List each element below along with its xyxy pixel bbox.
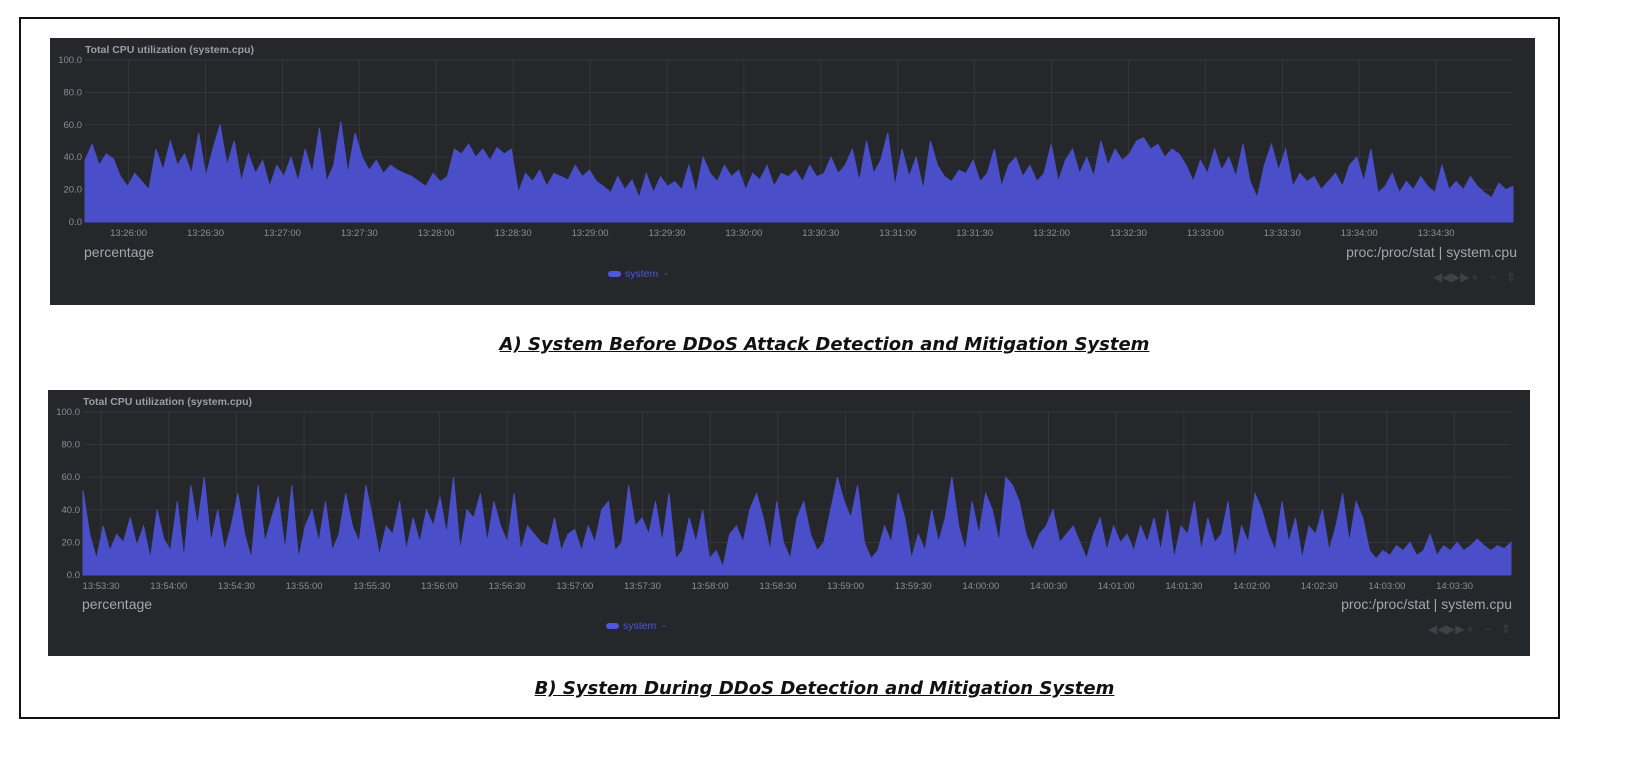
x-tick-label: 14:03:00 <box>1368 581 1405 592</box>
x-tick-label: 13:55:30 <box>353 581 390 592</box>
x-tick-label: 13:53:30 <box>83 581 120 592</box>
legend-value-dash: - <box>662 620 666 632</box>
chart-controls: ◀◀ ▶▶ + − ⇕ <box>1428 622 1512 636</box>
series-area-system[interactable] <box>82 475 1512 576</box>
fast-forward-icon[interactable]: ▶▶ <box>1446 622 1465 636</box>
y-tick-label: 20.0 <box>64 185 83 196</box>
chart-units-label: percentage <box>84 244 155 260</box>
legend-value-dash: - <box>664 268 668 280</box>
zoom-in-icon[interactable]: + <box>1471 270 1479 284</box>
x-tick-label: 13:26:30 <box>187 228 224 239</box>
y-tick-label: 100.0 <box>56 407 80 418</box>
legend-series-label: system <box>623 620 657 632</box>
x-tick-label: 13:32:00 <box>1033 228 1070 239</box>
x-tick-label: 13:31:00 <box>879 228 916 239</box>
x-tick-label: 13:54:30 <box>218 581 255 592</box>
x-tick-label: 13:33:00 <box>1187 228 1224 239</box>
x-tick-label: 14:00:00 <box>962 581 999 592</box>
cpu-chart-panel-a: 100.0 80.0 60.0 40.0 20.0 0.0 13:26:00 13:26:30… <box>50 38 1535 305</box>
x-tick-label: 14:03:30 <box>1436 581 1473 592</box>
chart-legend[interactable]: system - <box>608 268 668 280</box>
cpu-chart-b: 100.0 80.0 60.0 40.0 20.0 0.013:53:30 13:54:00… <box>56 407 1512 592</box>
x-tick-label: 13:33:30 <box>1264 228 1301 239</box>
zoom-out-icon[interactable]: − <box>1489 270 1497 284</box>
x-tick-label: 13:34:00 <box>1341 228 1378 239</box>
x-tick-label: 13:29:00 <box>572 228 609 239</box>
caption-b: B) System During DDoS Detection and Miti… <box>534 678 1115 699</box>
zoom-out-icon[interactable]: − <box>1484 622 1492 636</box>
y-tick-label: 60.0 <box>62 472 81 483</box>
y-tick-label: 40.0 <box>64 152 83 163</box>
x-tick-label: 14:02:00 <box>1233 581 1270 592</box>
x-tick-label: 13:28:30 <box>495 228 532 239</box>
series-area-system[interactable] <box>84 121 1514 223</box>
x-tick-label: 14:01:30 <box>1165 581 1202 592</box>
rewind-icon[interactable]: ◀◀ <box>1428 622 1447 636</box>
resize-icon[interactable]: ⇕ <box>1505 270 1517 284</box>
x-tick-label: 13:34:30 <box>1418 228 1455 239</box>
chart-context-label: proc:/proc/stat | system.cpu <box>1346 244 1517 260</box>
rewind-icon[interactable]: ◀◀ <box>1433 270 1452 284</box>
x-tick-label: 13:30:00 <box>725 228 762 239</box>
x-tick-label: 13:29:30 <box>648 228 685 239</box>
x-tick-label: 13:57:30 <box>624 581 661 592</box>
resize-icon[interactable]: ⇕ <box>1500 622 1512 636</box>
x-tick-label: 13:28:00 <box>418 228 455 239</box>
caption-a: A) System Before DDoS Attack Detection a… <box>499 334 1150 355</box>
y-tick-label: 0.0 <box>67 570 80 581</box>
x-tick-label: 14:01:00 <box>1098 581 1135 592</box>
chart-title: Total CPU utilization (system.cpu) <box>85 44 254 56</box>
x-tick-label: 13:30:30 <box>802 228 839 239</box>
x-tick-label: 13:59:00 <box>827 581 864 592</box>
fast-forward-icon[interactable]: ▶▶ <box>1451 270 1470 284</box>
chart-units-label: percentage <box>82 596 153 612</box>
x-tick-label: 13:56:30 <box>489 581 526 592</box>
legend-swatch <box>606 623 619 629</box>
x-tick-label: 14:02:30 <box>1301 581 1338 592</box>
x-tick-label: 14:00:30 <box>1030 581 1067 592</box>
y-tick-label: 80.0 <box>62 440 81 451</box>
chart-title: Total CPU utilization (system.cpu) <box>83 396 252 408</box>
y-tick-label: 40.0 <box>62 505 81 516</box>
x-tick-label: 13:32:30 <box>1110 228 1147 239</box>
y-tick-label: 20.0 <box>62 537 81 548</box>
legend-series-label: system <box>625 268 659 280</box>
x-tick-label: 13:57:00 <box>556 581 593 592</box>
x-tick-label: 13:31:30 <box>956 228 993 239</box>
cpu-chart-panel-b: 100.0 80.0 60.0 40.0 20.0 0.0 13:53:30 13:54:00… <box>48 390 1530 656</box>
y-tick-label: 60.0 <box>64 120 83 131</box>
x-tick-label: 13:27:00 <box>264 228 301 239</box>
x-tick-label: 13:54:00 <box>150 581 187 592</box>
x-tick-label: 13:55:00 <box>286 581 323 592</box>
chart-legend[interactable]: system - <box>606 620 666 632</box>
y-tick-label: 80.0 <box>64 87 83 98</box>
x-tick-label: 13:56:00 <box>421 581 458 592</box>
chart-controls: ◀◀ ▶▶ + − ⇕ <box>1433 270 1517 284</box>
y-tick-label: 0.0 <box>69 217 82 228</box>
zoom-in-icon[interactable]: + <box>1466 622 1474 636</box>
chart-context-label: proc:/proc/stat | system.cpu <box>1341 596 1512 612</box>
legend-swatch <box>608 271 621 277</box>
x-tick-label: 13:27:30 <box>341 228 378 239</box>
x-tick-label: 13:26:00 <box>110 228 147 239</box>
x-tick-label: 13:58:00 <box>692 581 729 592</box>
cpu-chart-a: 100.0 80.0 60.0 40.0 20.0 0.0 13:26:00 13:26:30… <box>58 55 1514 239</box>
x-tick-label: 13:59:30 <box>895 581 932 592</box>
x-tick-label: 13:58:30 <box>759 581 796 592</box>
y-tick-label: 100.0 <box>58 55 82 66</box>
